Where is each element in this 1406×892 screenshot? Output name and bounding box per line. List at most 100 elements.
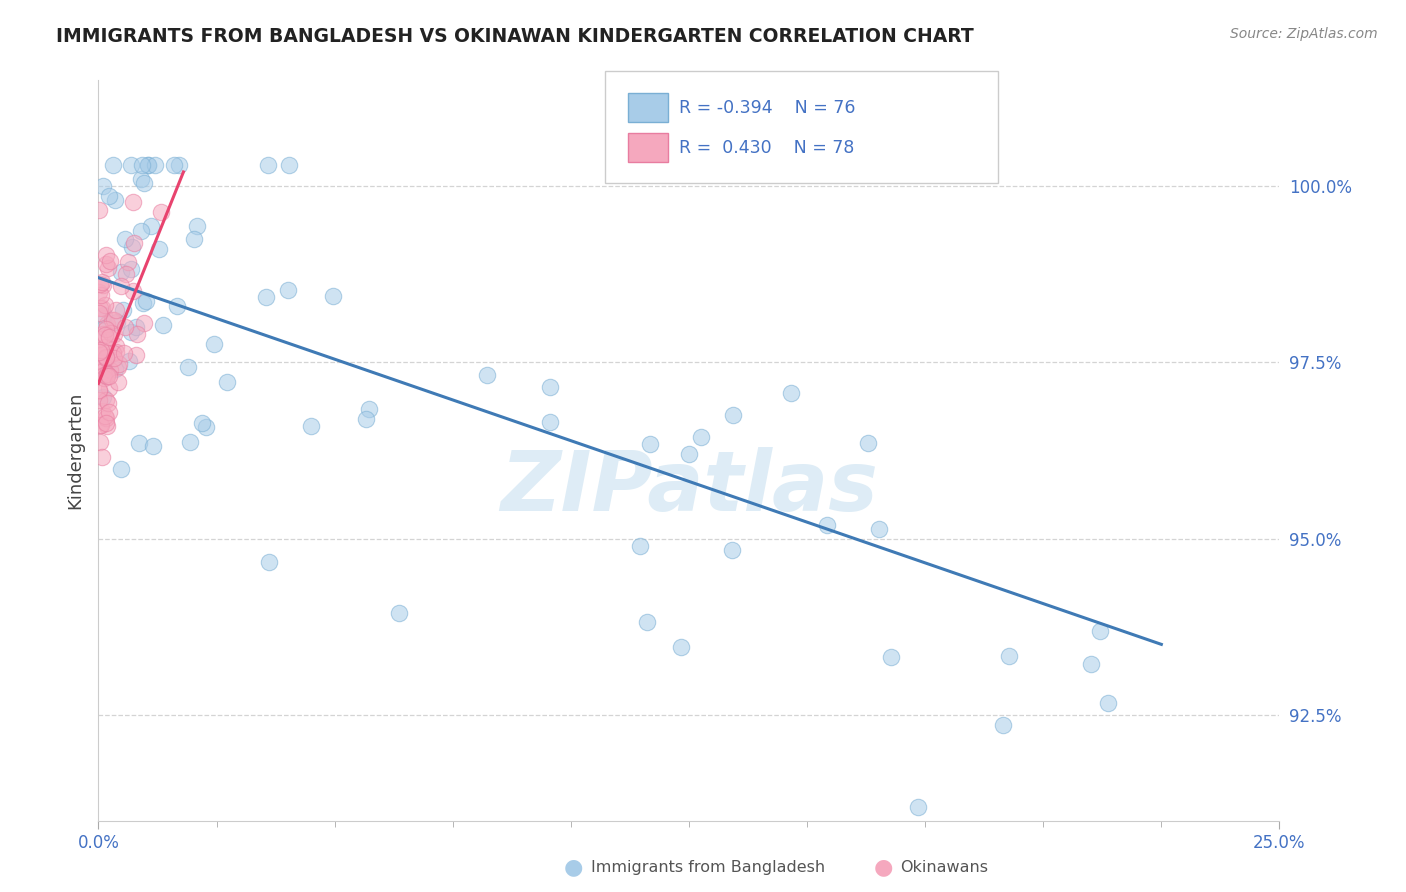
Point xyxy=(689,430,711,444)
Point xyxy=(98,330,121,344)
Text: R =  0.430    N = 78: R = 0.430 N = 78 xyxy=(679,139,855,157)
Point xyxy=(91,364,114,378)
Point xyxy=(107,359,129,374)
Point xyxy=(96,350,118,364)
Point xyxy=(91,450,114,464)
Point xyxy=(87,384,110,398)
Text: ZIPatlas: ZIPatlas xyxy=(501,447,877,528)
Point xyxy=(98,405,121,419)
Point xyxy=(101,158,124,172)
Point xyxy=(87,392,110,407)
Point xyxy=(120,262,142,277)
Point xyxy=(114,232,136,246)
Point xyxy=(94,327,117,342)
Point xyxy=(91,275,114,289)
Point xyxy=(477,368,499,383)
Point xyxy=(122,236,145,251)
Point xyxy=(91,390,114,404)
Text: R = -0.394    N = 76: R = -0.394 N = 76 xyxy=(679,99,856,117)
Point xyxy=(117,255,139,269)
Point xyxy=(538,380,561,394)
Point xyxy=(628,539,651,553)
Point xyxy=(100,326,122,341)
Point xyxy=(186,219,208,233)
Point xyxy=(114,319,136,334)
Point xyxy=(132,317,155,331)
Point xyxy=(124,348,146,362)
Point xyxy=(104,361,127,376)
Point xyxy=(90,417,112,432)
Point xyxy=(89,344,111,359)
Point xyxy=(89,417,111,432)
Point xyxy=(96,369,118,384)
Point xyxy=(91,355,114,369)
Point xyxy=(93,371,115,385)
Point xyxy=(96,257,118,271)
Point xyxy=(94,248,117,262)
Point xyxy=(357,401,380,416)
Point xyxy=(110,279,132,293)
Point xyxy=(112,345,135,359)
Point xyxy=(87,384,110,398)
Text: ●: ● xyxy=(564,857,583,877)
Point xyxy=(108,357,131,371)
Point xyxy=(96,318,118,332)
Point xyxy=(163,158,186,172)
Point xyxy=(1080,657,1102,672)
Point xyxy=(194,420,217,434)
Point xyxy=(104,303,127,318)
Point xyxy=(179,435,201,450)
Point xyxy=(114,267,136,281)
Point xyxy=(148,242,170,256)
Point xyxy=(388,607,411,621)
Text: Okinawans: Okinawans xyxy=(900,860,988,874)
Point xyxy=(322,289,344,303)
Point xyxy=(723,408,745,422)
Point xyxy=(191,416,214,430)
Point xyxy=(277,283,299,297)
Point xyxy=(120,325,142,339)
Point xyxy=(94,393,117,408)
Point xyxy=(91,404,114,418)
Point xyxy=(91,301,114,315)
Point xyxy=(143,158,166,172)
Point xyxy=(139,219,162,233)
Point xyxy=(96,368,118,382)
Point xyxy=(89,301,111,315)
Point xyxy=(257,158,280,172)
Point xyxy=(94,340,117,354)
Point xyxy=(868,522,890,536)
Text: Source: ZipAtlas.com: Source: ZipAtlas.com xyxy=(1230,27,1378,41)
Y-axis label: Kindergarten: Kindergarten xyxy=(66,392,84,509)
Point xyxy=(183,232,205,246)
Point xyxy=(134,176,156,190)
Point xyxy=(257,555,280,569)
Point xyxy=(89,277,111,291)
Point xyxy=(131,158,153,172)
Point xyxy=(152,318,174,332)
Point xyxy=(89,435,111,450)
Point xyxy=(87,332,110,346)
Point xyxy=(104,339,127,353)
Point xyxy=(136,158,159,172)
Point xyxy=(217,375,239,389)
Point xyxy=(87,285,110,299)
Point xyxy=(94,344,117,359)
Point xyxy=(96,419,118,434)
Point xyxy=(89,360,111,375)
Point xyxy=(721,542,744,557)
Point xyxy=(128,436,150,450)
Point xyxy=(93,298,115,312)
Point xyxy=(121,195,143,210)
Point xyxy=(129,224,152,238)
Point xyxy=(94,321,117,335)
Point xyxy=(538,415,561,429)
Point xyxy=(907,799,929,814)
Point xyxy=(97,261,120,276)
Point xyxy=(136,158,159,172)
Point xyxy=(94,351,117,366)
Point xyxy=(166,299,188,313)
Point xyxy=(98,254,121,268)
Point xyxy=(120,158,142,172)
Point xyxy=(90,288,112,302)
